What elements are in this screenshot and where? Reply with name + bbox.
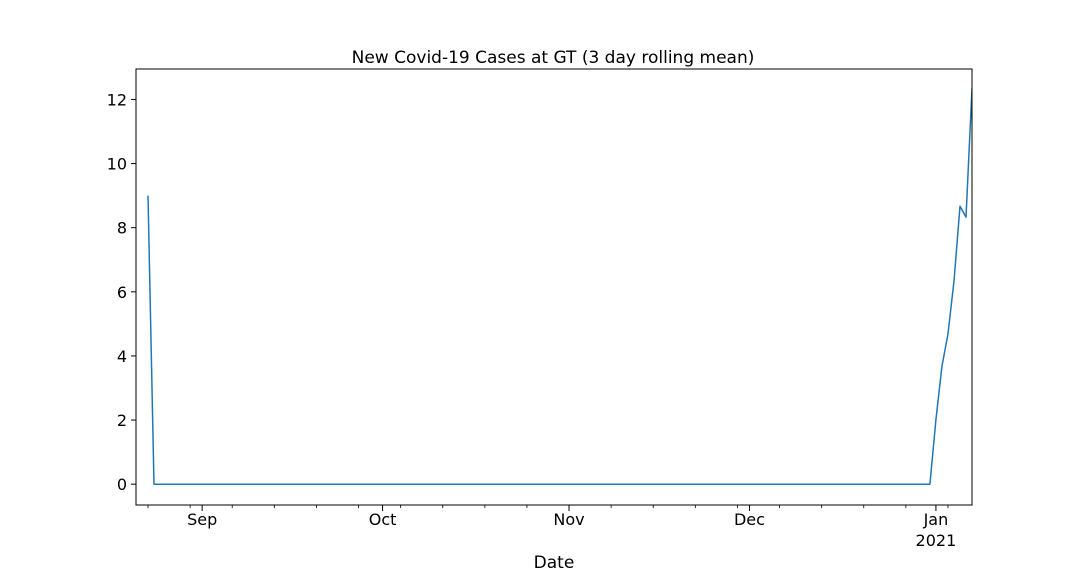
y-tick-label: 4: [117, 347, 127, 366]
y-axis: 0 2 4 6 8 10 12: [107, 90, 136, 494]
x-tick-label: Dec: [734, 510, 765, 529]
chart-title: New Covid-19 Cases at GT (3 day rolling …: [352, 48, 755, 68]
x-axis-label: Date: [534, 553, 575, 573]
y-tick-label: 10: [107, 155, 127, 174]
y-tick-label: 0: [117, 475, 127, 494]
x-tick-label: Sep: [187, 510, 217, 529]
x-axis: Sep Oct Nov Dec Jan 2021: [147, 505, 957, 550]
y-tick-label: 2: [117, 411, 127, 430]
x-tick-label: Nov: [553, 510, 584, 529]
series-line-0: [147, 88, 972, 485]
y-tick-label: 12: [107, 90, 127, 109]
x-tick-label: Jan: [923, 510, 949, 529]
y-tick-label: 6: [117, 283, 127, 302]
plot-area: [147, 88, 972, 485]
y-tick-label: 8: [117, 219, 127, 238]
axes-frame: [135, 68, 973, 506]
x-tick-sublabel: 2021: [916, 531, 957, 550]
x-tick-label: Oct: [369, 510, 397, 529]
